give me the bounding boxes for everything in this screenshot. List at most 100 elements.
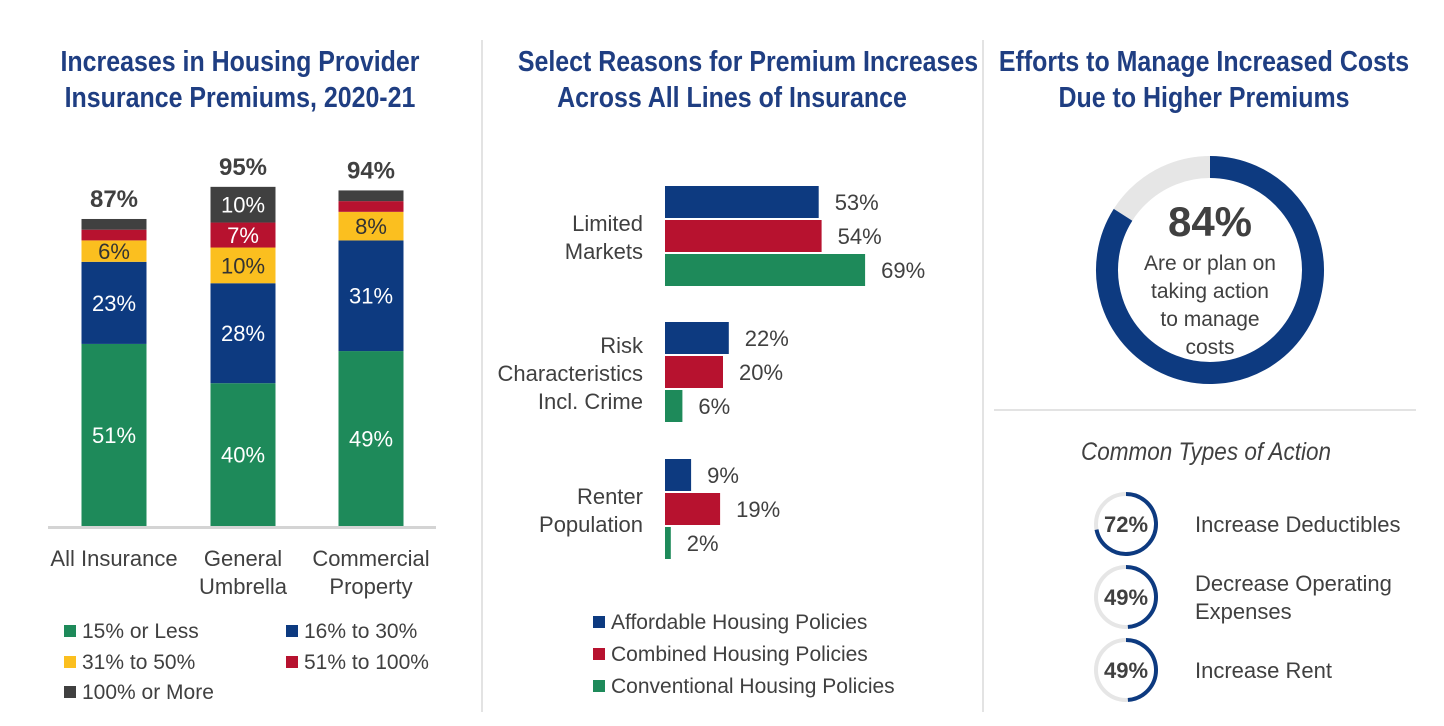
bar bbox=[665, 186, 819, 218]
title-line-1: Increases in Housing Provider bbox=[60, 46, 420, 78]
main-caption: taking action bbox=[1151, 280, 1269, 303]
bar bbox=[665, 254, 866, 286]
bar-value-label: 22% bbox=[745, 326, 789, 351]
bar-segment bbox=[338, 351, 404, 526]
legend-swatch bbox=[593, 616, 605, 628]
legend-label: 100% or More bbox=[82, 681, 214, 704]
bar-segment bbox=[210, 383, 276, 526]
bar-value-label: 69% bbox=[881, 258, 925, 283]
section-divider bbox=[994, 409, 1416, 411]
bar-segment bbox=[81, 229, 147, 241]
bar-value-label: 40% bbox=[221, 443, 265, 468]
category-label: Commercial bbox=[312, 546, 429, 571]
bar-value-label: 2% bbox=[687, 531, 719, 556]
stacked-bar-chart: 51% 23% 6% 87% All Insurance 40% 28% 10% 7% 10% 95… bbox=[48, 154, 436, 704]
title-line-2: Due to Higher Premiums bbox=[1058, 82, 1350, 114]
legend-label: Combined Housing Policies bbox=[611, 643, 868, 666]
legend-swatch bbox=[593, 648, 605, 660]
donut-gauges: 84% Are or plan on taking action to manage c… bbox=[1094, 156, 1400, 702]
bar-segment bbox=[81, 343, 147, 526]
premium-increases-title: Increases in Housing Provider Insurance … bbox=[34, 44, 447, 116]
category-label: Risk bbox=[600, 333, 644, 358]
action-label: Increase Rent bbox=[1195, 658, 1332, 683]
bar-value-label: 53% bbox=[835, 190, 879, 215]
bar-segment bbox=[210, 222, 276, 248]
bar-value-label: 7% bbox=[227, 223, 259, 248]
premium-reasons-panel: Select Reasons for Premium Increases Acr… bbox=[483, 0, 981, 726]
bar bbox=[665, 493, 721, 525]
legend-swatch bbox=[64, 625, 76, 637]
title-line-1: Efforts to Manage Increased Costs bbox=[998, 46, 1410, 78]
legend-swatch bbox=[64, 656, 76, 668]
bar-segment bbox=[210, 283, 276, 384]
legend-swatch bbox=[593, 680, 605, 692]
category-label: Population bbox=[539, 512, 643, 537]
main-caption: Are or plan on bbox=[1144, 252, 1276, 275]
category-label: Incl. Crime bbox=[538, 389, 643, 414]
main-caption: costs bbox=[1185, 336, 1234, 359]
bar-segment bbox=[81, 218, 147, 230]
category-label: Limited bbox=[572, 211, 643, 236]
legend-swatch bbox=[286, 625, 298, 637]
bar-value-label: 10% bbox=[221, 253, 265, 278]
bar-value-label: 6% bbox=[698, 394, 730, 419]
legend-label: 16% to 30% bbox=[304, 620, 417, 643]
legend-label: 31% to 50% bbox=[82, 651, 195, 674]
bar-segment bbox=[338, 240, 404, 352]
bar-total-label: 87% bbox=[90, 186, 138, 213]
panel-divider bbox=[481, 40, 483, 712]
action-donut-progress bbox=[1125, 638, 1158, 702]
bar bbox=[665, 390, 683, 422]
legend-swatch bbox=[64, 686, 76, 698]
main-caption: to manage bbox=[1160, 308, 1259, 331]
premium-increases-panel: Increases in Housing Provider Insurance … bbox=[0, 0, 480, 726]
bar-value-label: 10% bbox=[221, 193, 265, 218]
manage-costs-panel: Efforts to Manage Increased Costs Due to… bbox=[984, 0, 1444, 726]
premium-reasons-title: Select Reasons for Premium Increases Acr… bbox=[517, 44, 979, 116]
bar-segment bbox=[338, 201, 404, 212]
title-line-2: Insurance Premiums, 2020-21 bbox=[64, 82, 416, 114]
x-axis-baseline bbox=[48, 526, 436, 529]
bar bbox=[665, 322, 729, 354]
legend-label: Affordable Housing Policies bbox=[611, 611, 867, 634]
horizontal-bar-chart: 53% 54% 69% Limited Markets 22% 20% 6% Risk Chara… bbox=[498, 186, 925, 698]
bar-segment bbox=[81, 240, 147, 262]
legend-label: 15% or Less bbox=[82, 620, 199, 643]
legend-swatch bbox=[286, 656, 298, 668]
bar-segment bbox=[81, 261, 147, 344]
title-line-2: Across All Lines of Insurance bbox=[557, 82, 907, 114]
title-line-1: Select Reasons for Premium Increases bbox=[517, 46, 979, 78]
common-actions-heading: Common Types of Action bbox=[1080, 438, 1332, 466]
bar-total-label: 95% bbox=[219, 154, 267, 181]
bar-total-label: 94% bbox=[347, 157, 395, 184]
action-donut-progress bbox=[1094, 492, 1158, 556]
bar-value-label: 6% bbox=[98, 239, 130, 264]
action-label: Increase Deductibles bbox=[1195, 512, 1400, 537]
bar-value-label: 28% bbox=[221, 321, 265, 346]
donut-progress bbox=[1096, 156, 1324, 384]
bar-value-label: 8% bbox=[355, 214, 387, 239]
action-percent: 49% bbox=[1104, 585, 1148, 610]
bar bbox=[665, 356, 723, 388]
main-percent: 84% bbox=[1168, 198, 1252, 245]
action-label: Decrease Operating bbox=[1195, 571, 1392, 596]
bar-value-label: 49% bbox=[349, 427, 393, 452]
bar-value-label: 51% bbox=[92, 423, 136, 448]
category-label: Renter bbox=[577, 484, 643, 509]
bar bbox=[665, 459, 692, 491]
bar-value-label: 9% bbox=[707, 463, 739, 488]
action-label: Expenses bbox=[1195, 599, 1292, 624]
legend-label: 51% to 100% bbox=[304, 651, 429, 674]
category-label: General bbox=[204, 546, 282, 571]
bar-value-label: 31% bbox=[349, 284, 393, 309]
bar-segment bbox=[210, 247, 276, 284]
bar-value-label: 54% bbox=[838, 224, 882, 249]
bar bbox=[665, 527, 671, 559]
action-donut-progress bbox=[1125, 565, 1158, 629]
bar-segment bbox=[338, 211, 404, 241]
legend-label: Conventional Housing Policies bbox=[611, 675, 895, 698]
bar-value-label: 20% bbox=[739, 360, 783, 385]
panel-divider bbox=[982, 40, 984, 712]
category-label: Markets bbox=[565, 239, 643, 264]
category-label: Characteristics bbox=[498, 361, 643, 386]
